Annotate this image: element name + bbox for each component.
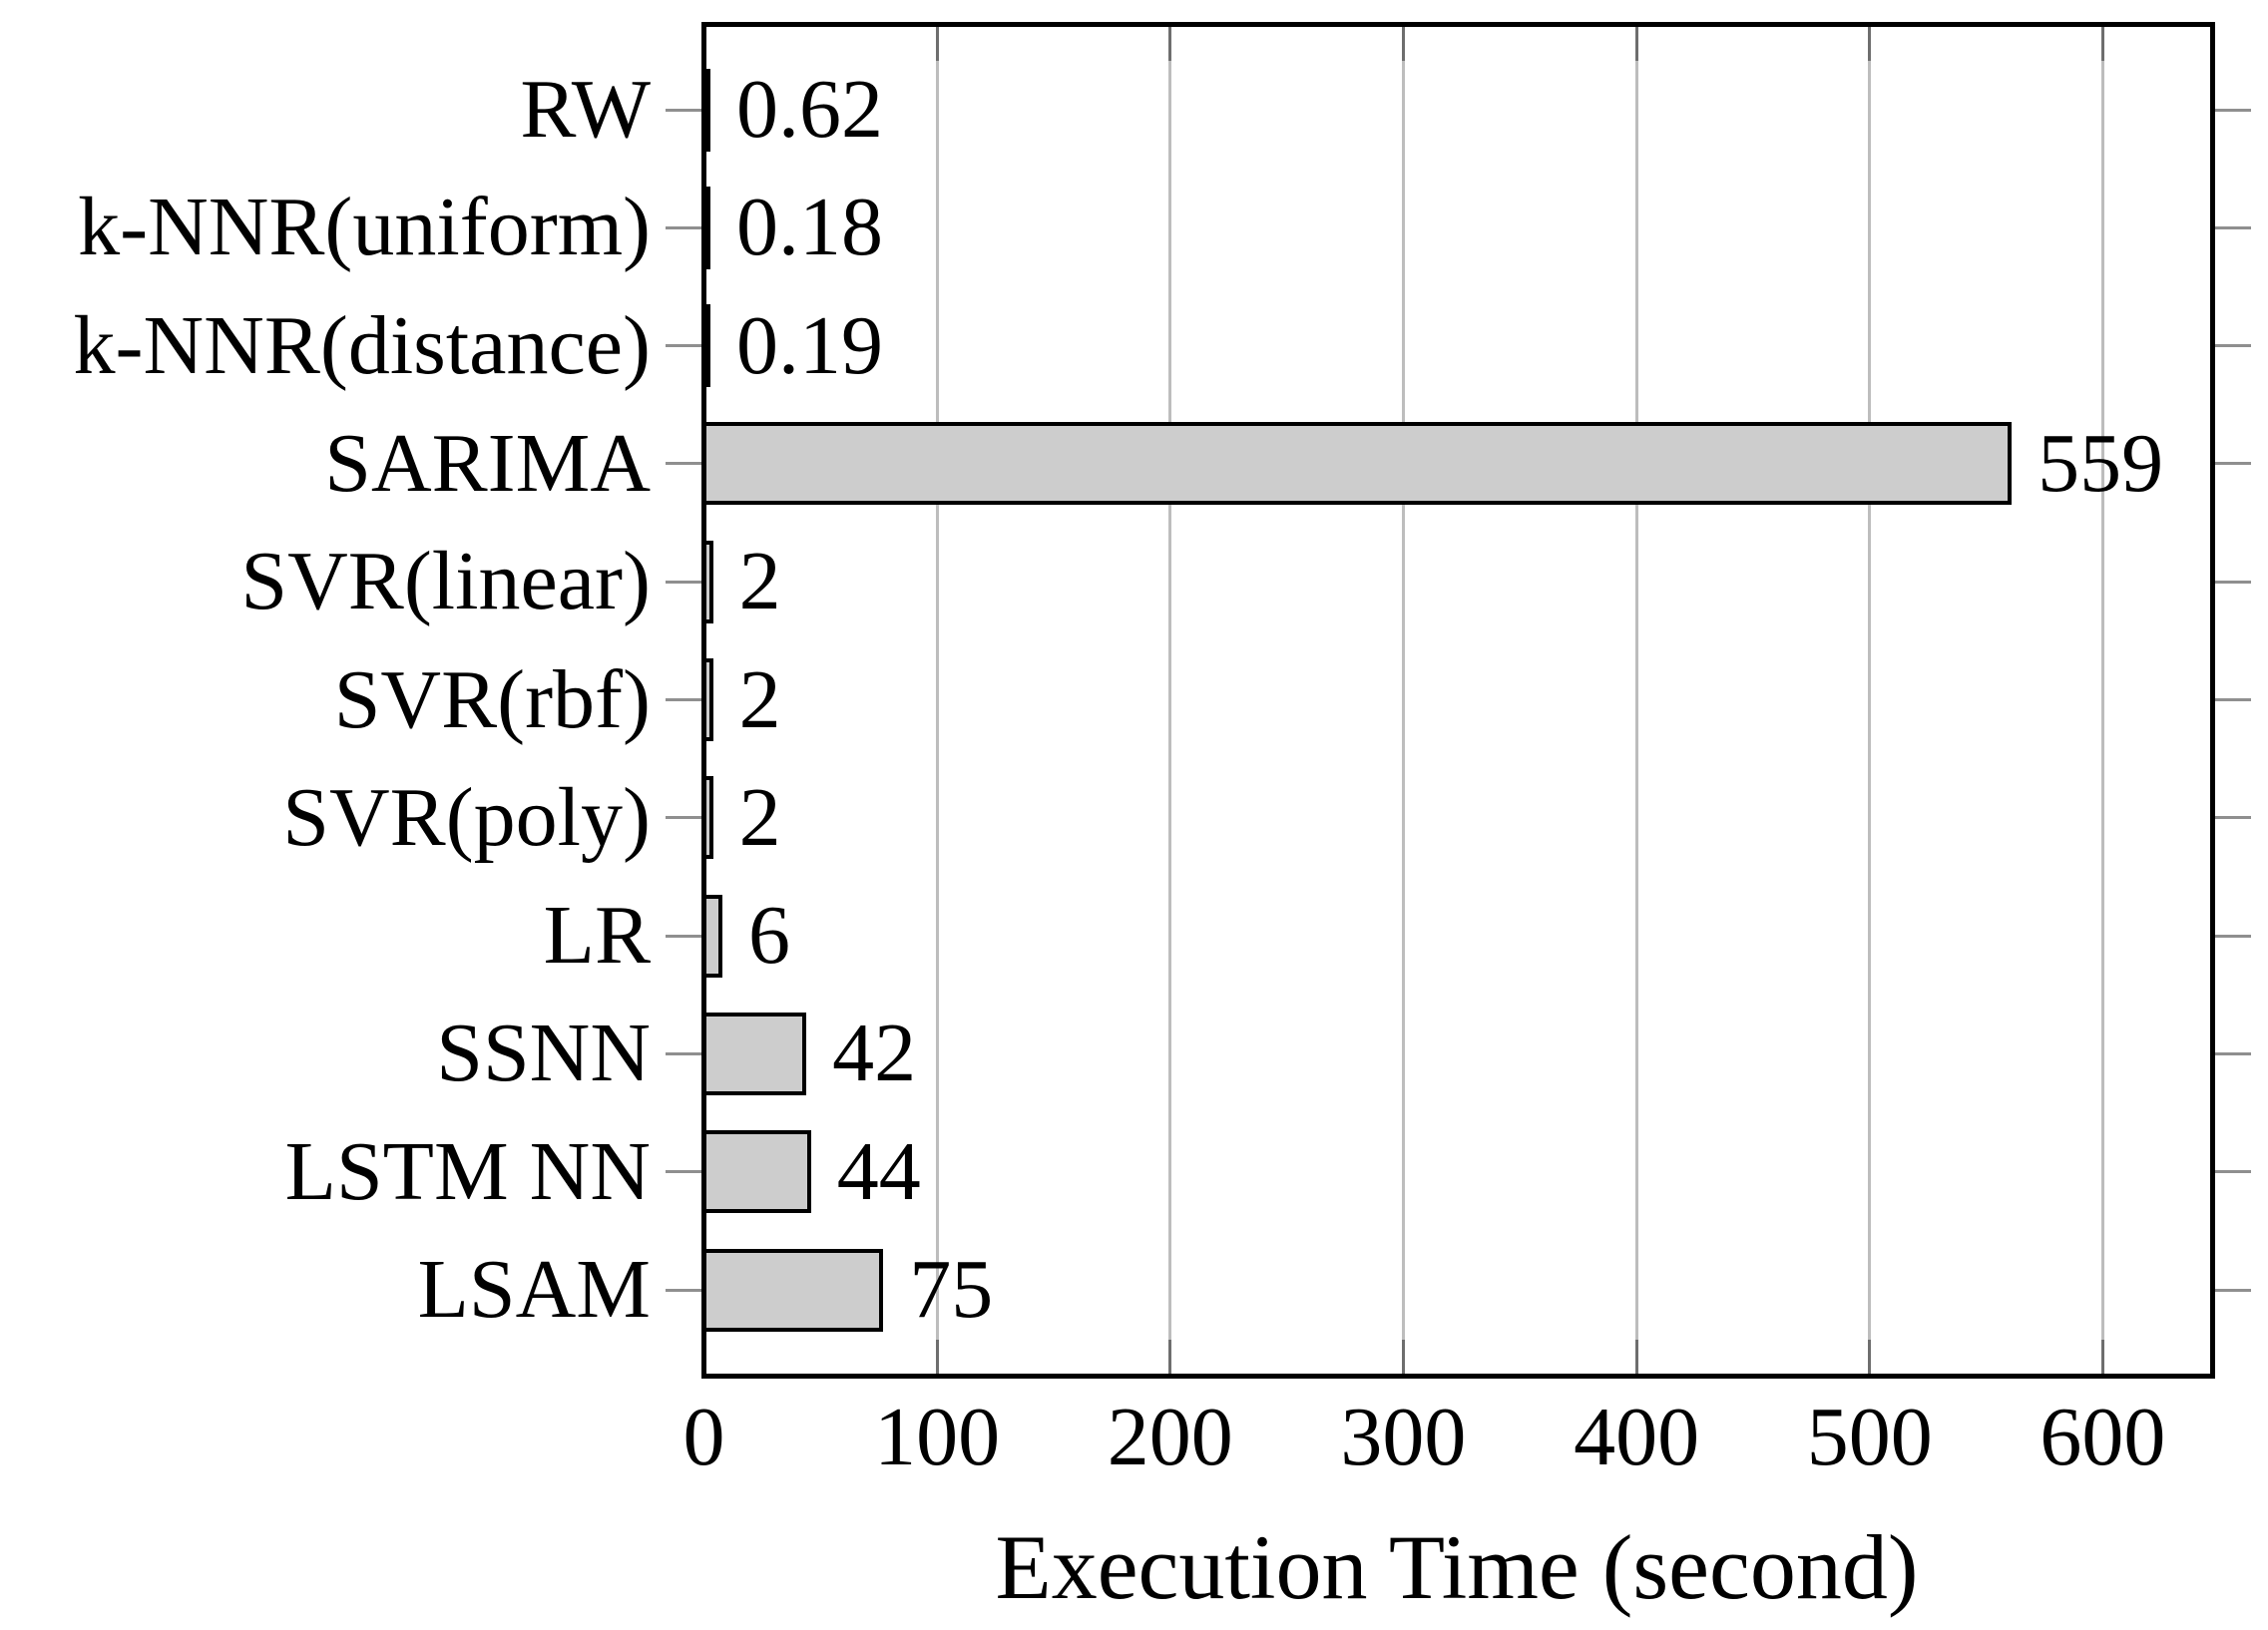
y-tick-mark [2215,816,2251,820]
x-tick-label: 500 [1806,1391,1933,1483]
x-tick-mark [1868,27,1872,61]
y-tick-mark [666,225,701,229]
y-tick-mark [666,1288,701,1292]
x-tick-mark [1401,1340,1405,1374]
plot-border [701,22,2215,1379]
x-tick-mark [2100,27,2104,61]
category-label: LSTM NN [284,1124,651,1218]
category-label: SVR(poly) [282,770,651,864]
y-tick-mark [2215,934,2251,938]
category-label: SVR(linear) [240,535,651,628]
value-label: 75 [909,1243,994,1336]
category-label: LSAM [417,1243,651,1336]
x-tick-label: 600 [2040,1391,2166,1483]
value-label: 2 [738,652,781,746]
x-tick-mark [2100,1340,2104,1374]
y-tick-mark [2215,1051,2251,1055]
category-label: SARIMA [324,416,651,510]
category-label: k-NNR(uniform) [78,181,651,274]
y-tick-mark [2215,1288,2251,1292]
y-tick-mark [2215,698,2251,701]
category-label: k-NNR(distance) [73,298,651,392]
value-label: 0.18 [736,181,883,274]
bar [701,422,2013,506]
gridline [2100,27,2104,1374]
y-tick-mark [2215,462,2251,466]
x-tick-mark [1168,1340,1172,1374]
x-tick-mark [935,1340,939,1374]
x-tick-mark [935,27,939,61]
x-tick-label: 400 [1574,1391,1700,1483]
value-label: 42 [832,1007,917,1100]
category-label: RW [520,63,651,156]
y-tick-mark [666,1170,701,1174]
gridline [935,27,939,1374]
category-label: SVR(rbf) [333,652,651,746]
y-tick-mark [2215,580,2251,584]
y-tick-mark [2215,225,2251,229]
y-tick-mark [666,934,701,938]
value-label: 44 [836,1124,921,1218]
x-tick-mark [1634,1340,1638,1374]
y-tick-mark [666,108,701,112]
gridline [1401,27,1405,1374]
gridline [1868,27,1872,1374]
value-label: 0.62 [736,63,883,156]
x-tick-label: 300 [1340,1391,1467,1483]
category-label: SSNN [436,1007,651,1100]
y-tick-mark [666,816,701,820]
y-tick-mark [2215,344,2251,348]
value-label: 6 [748,889,791,983]
x-tick-label: 0 [682,1391,725,1483]
x-tick-mark [1401,27,1405,61]
y-tick-mark [2215,108,2251,112]
x-tick-mark [1168,27,1172,61]
value-label: 0.19 [736,298,883,392]
gridline [1634,27,1638,1374]
y-tick-mark [666,344,701,348]
value-label: 2 [738,535,781,628]
y-tick-mark [666,698,701,701]
y-tick-mark [666,1051,701,1055]
y-tick-mark [666,580,701,584]
value-label: 2 [738,770,781,864]
x-axis-title: Execution Time (second) [995,1516,1919,1618]
x-tick-label: 200 [1107,1391,1233,1483]
gridline [1168,27,1172,1374]
x-tick-mark [1634,27,1638,61]
category-label: LR [543,889,651,983]
x-tick-label: 100 [874,1391,1001,1483]
y-tick-mark [2215,1170,2251,1174]
value-label: 559 [2038,416,2164,510]
x-tick-mark [1868,1340,1872,1374]
y-tick-mark [666,462,701,466]
